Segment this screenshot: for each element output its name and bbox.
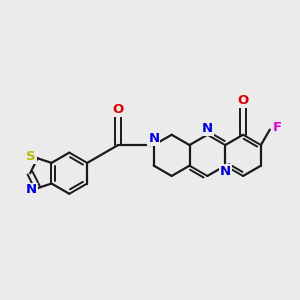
Text: N: N [148,133,159,146]
Text: N: N [26,183,37,196]
Text: S: S [26,150,36,163]
Text: O: O [112,103,124,116]
Text: O: O [237,94,249,107]
Text: N: N [220,165,231,178]
Text: F: F [272,121,282,134]
Text: N: N [202,122,213,135]
